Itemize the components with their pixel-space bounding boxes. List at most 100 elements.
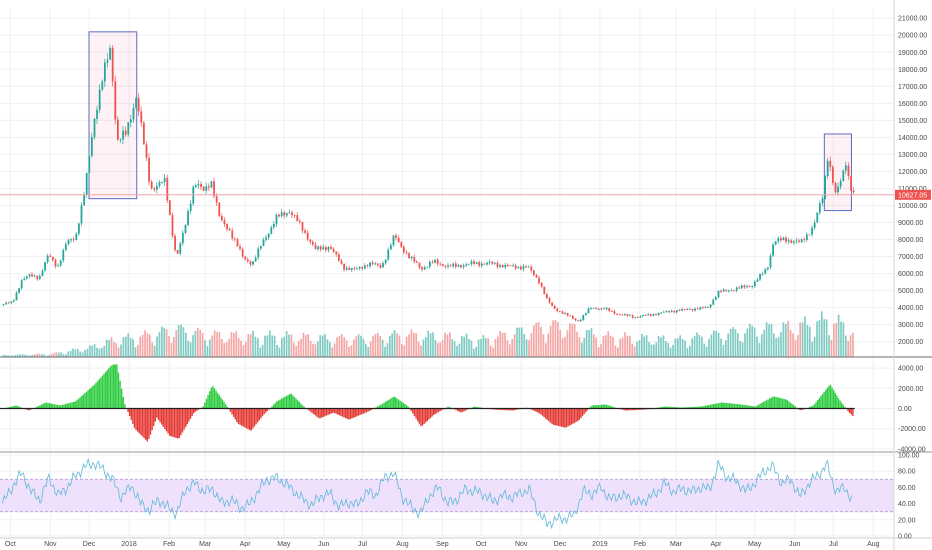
- volume-bar: [751, 325, 754, 357]
- volume-bar: [691, 338, 694, 357]
- candle-body: [509, 265, 512, 267]
- volume-bar: [422, 339, 425, 357]
- candle-body: [179, 243, 182, 254]
- volume-bar: [79, 351, 82, 357]
- oscillator-bar: [264, 408, 267, 413]
- volume-bar: [652, 344, 655, 357]
- volume-bar: [554, 319, 557, 357]
- volume-bar: [631, 343, 634, 357]
- oscillator-bar: [352, 408, 355, 418]
- oscillator-bar: [621, 408, 624, 410]
- volume-bar: [712, 330, 715, 357]
- volume-bar: [818, 320, 821, 357]
- oscillator-bar: [476, 406, 478, 409]
- oscillator-bar: [47, 402, 49, 409]
- volume-bar: [98, 348, 101, 357]
- candle-body: [135, 97, 137, 109]
- candle-body: [629, 315, 631, 317]
- oscillator-bar: [472, 406, 475, 409]
- volume-bar: [633, 346, 636, 357]
- candle-body: [31, 274, 33, 277]
- candle-body: [753, 281, 756, 287]
- volume-bar: [616, 347, 619, 357]
- candle-body: [774, 241, 777, 245]
- oscillator-bar: [215, 390, 217, 409]
- candle-body: [751, 286, 754, 288]
- rsi-tick-label: 0.00: [898, 534, 912, 541]
- candle-body: [462, 265, 465, 268]
- volume-bar: [192, 335, 194, 357]
- candle-body: [158, 182, 161, 186]
- candle-body: [75, 233, 78, 240]
- candle-body: [610, 310, 613, 312]
- volume-bar: [602, 336, 605, 357]
- volume-bar: [537, 322, 540, 357]
- oscillator-bar: [346, 408, 348, 419]
- oscillator-bar: [348, 408, 350, 420]
- candle-body: [688, 309, 691, 310]
- oscillator-bar: [162, 408, 164, 427]
- price-tick-label: 8000.00: [898, 237, 923, 244]
- volume-bar: [465, 333, 468, 357]
- volume-bar: [235, 331, 238, 357]
- volume-bar: [357, 334, 360, 357]
- candle-body: [181, 232, 184, 244]
- oscillator-bar: [668, 406, 670, 409]
- volume-bar: [376, 332, 379, 357]
- oscillator-bar: [770, 397, 772, 409]
- candle-body: [275, 214, 278, 224]
- oscillator-bar: [751, 406, 753, 409]
- candle-body: [569, 315, 572, 317]
- volume-bar: [31, 355, 34, 357]
- volume-bar: [763, 329, 766, 357]
- candle-body: [28, 274, 31, 277]
- volume-bar: [352, 339, 355, 357]
- oscillator-bar: [376, 406, 379, 409]
- volume-bar: [324, 334, 326, 357]
- volume-bar: [55, 352, 58, 357]
- oscillator-bar: [709, 404, 712, 409]
- candle-body: [709, 304, 712, 308]
- candle-body: [218, 202, 221, 216]
- candle-body: [23, 278, 26, 281]
- volume-bar: [12, 355, 14, 357]
- oscillator-bar: [378, 405, 380, 409]
- volume-bar: [657, 336, 660, 357]
- oscillator-bar: [53, 404, 56, 409]
- oscillator-bar: [640, 408, 643, 410]
- volume-bar: [492, 347, 494, 357]
- oscillator-bar: [143, 408, 145, 439]
- oscillator-bar: [128, 408, 131, 417]
- oscillator-bar: [42, 403, 44, 409]
- oscillator-bar: [677, 407, 680, 409]
- volume-bar: [84, 350, 86, 357]
- osc-tick-label: 0.00: [898, 406, 912, 413]
- candle-body: [792, 241, 795, 243]
- rsi-band: [0, 479, 894, 512]
- candle-body: [657, 313, 660, 316]
- oscillator-bar: [536, 408, 539, 413]
- volume-bar: [204, 340, 206, 357]
- oscillator-bar: [760, 402, 763, 409]
- oscillator-bar: [725, 402, 728, 409]
- candle-body: [228, 229, 231, 231]
- oscillator-bar: [549, 408, 552, 423]
- oscillator-bar: [282, 397, 284, 409]
- candle-body: [96, 109, 98, 119]
- candle-body: [636, 317, 639, 318]
- oscillator-bar: [503, 408, 505, 411]
- volume-bar: [240, 340, 242, 357]
- x-tick-label: Dec: [554, 541, 567, 548]
- oscillator-bar: [45, 402, 48, 409]
- oscillator-bar: [152, 408, 155, 426]
- oscillator-bar: [572, 408, 574, 424]
- oscillator-bar: [332, 408, 334, 413]
- volume-bar: [417, 341, 420, 357]
- volume-bar: [756, 336, 758, 357]
- oscillator-bar: [672, 407, 675, 409]
- volume-bar: [9, 355, 12, 357]
- oscillator-bar: [330, 408, 332, 414]
- candle-body: [457, 265, 460, 267]
- volume-bar: [561, 338, 564, 357]
